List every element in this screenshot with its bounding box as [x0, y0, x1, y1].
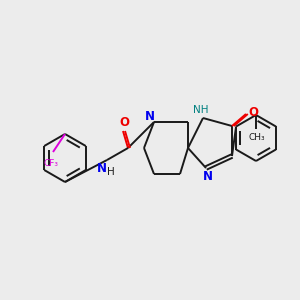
Text: CH₃: CH₃: [249, 133, 265, 142]
Text: N: N: [203, 170, 213, 184]
Text: CF₃: CF₃: [44, 160, 59, 169]
Text: O: O: [119, 116, 129, 130]
Text: N: N: [145, 110, 155, 122]
Text: O: O: [248, 106, 258, 118]
Text: N: N: [97, 163, 107, 176]
Text: NH: NH: [193, 105, 209, 115]
Text: H: H: [107, 167, 115, 177]
